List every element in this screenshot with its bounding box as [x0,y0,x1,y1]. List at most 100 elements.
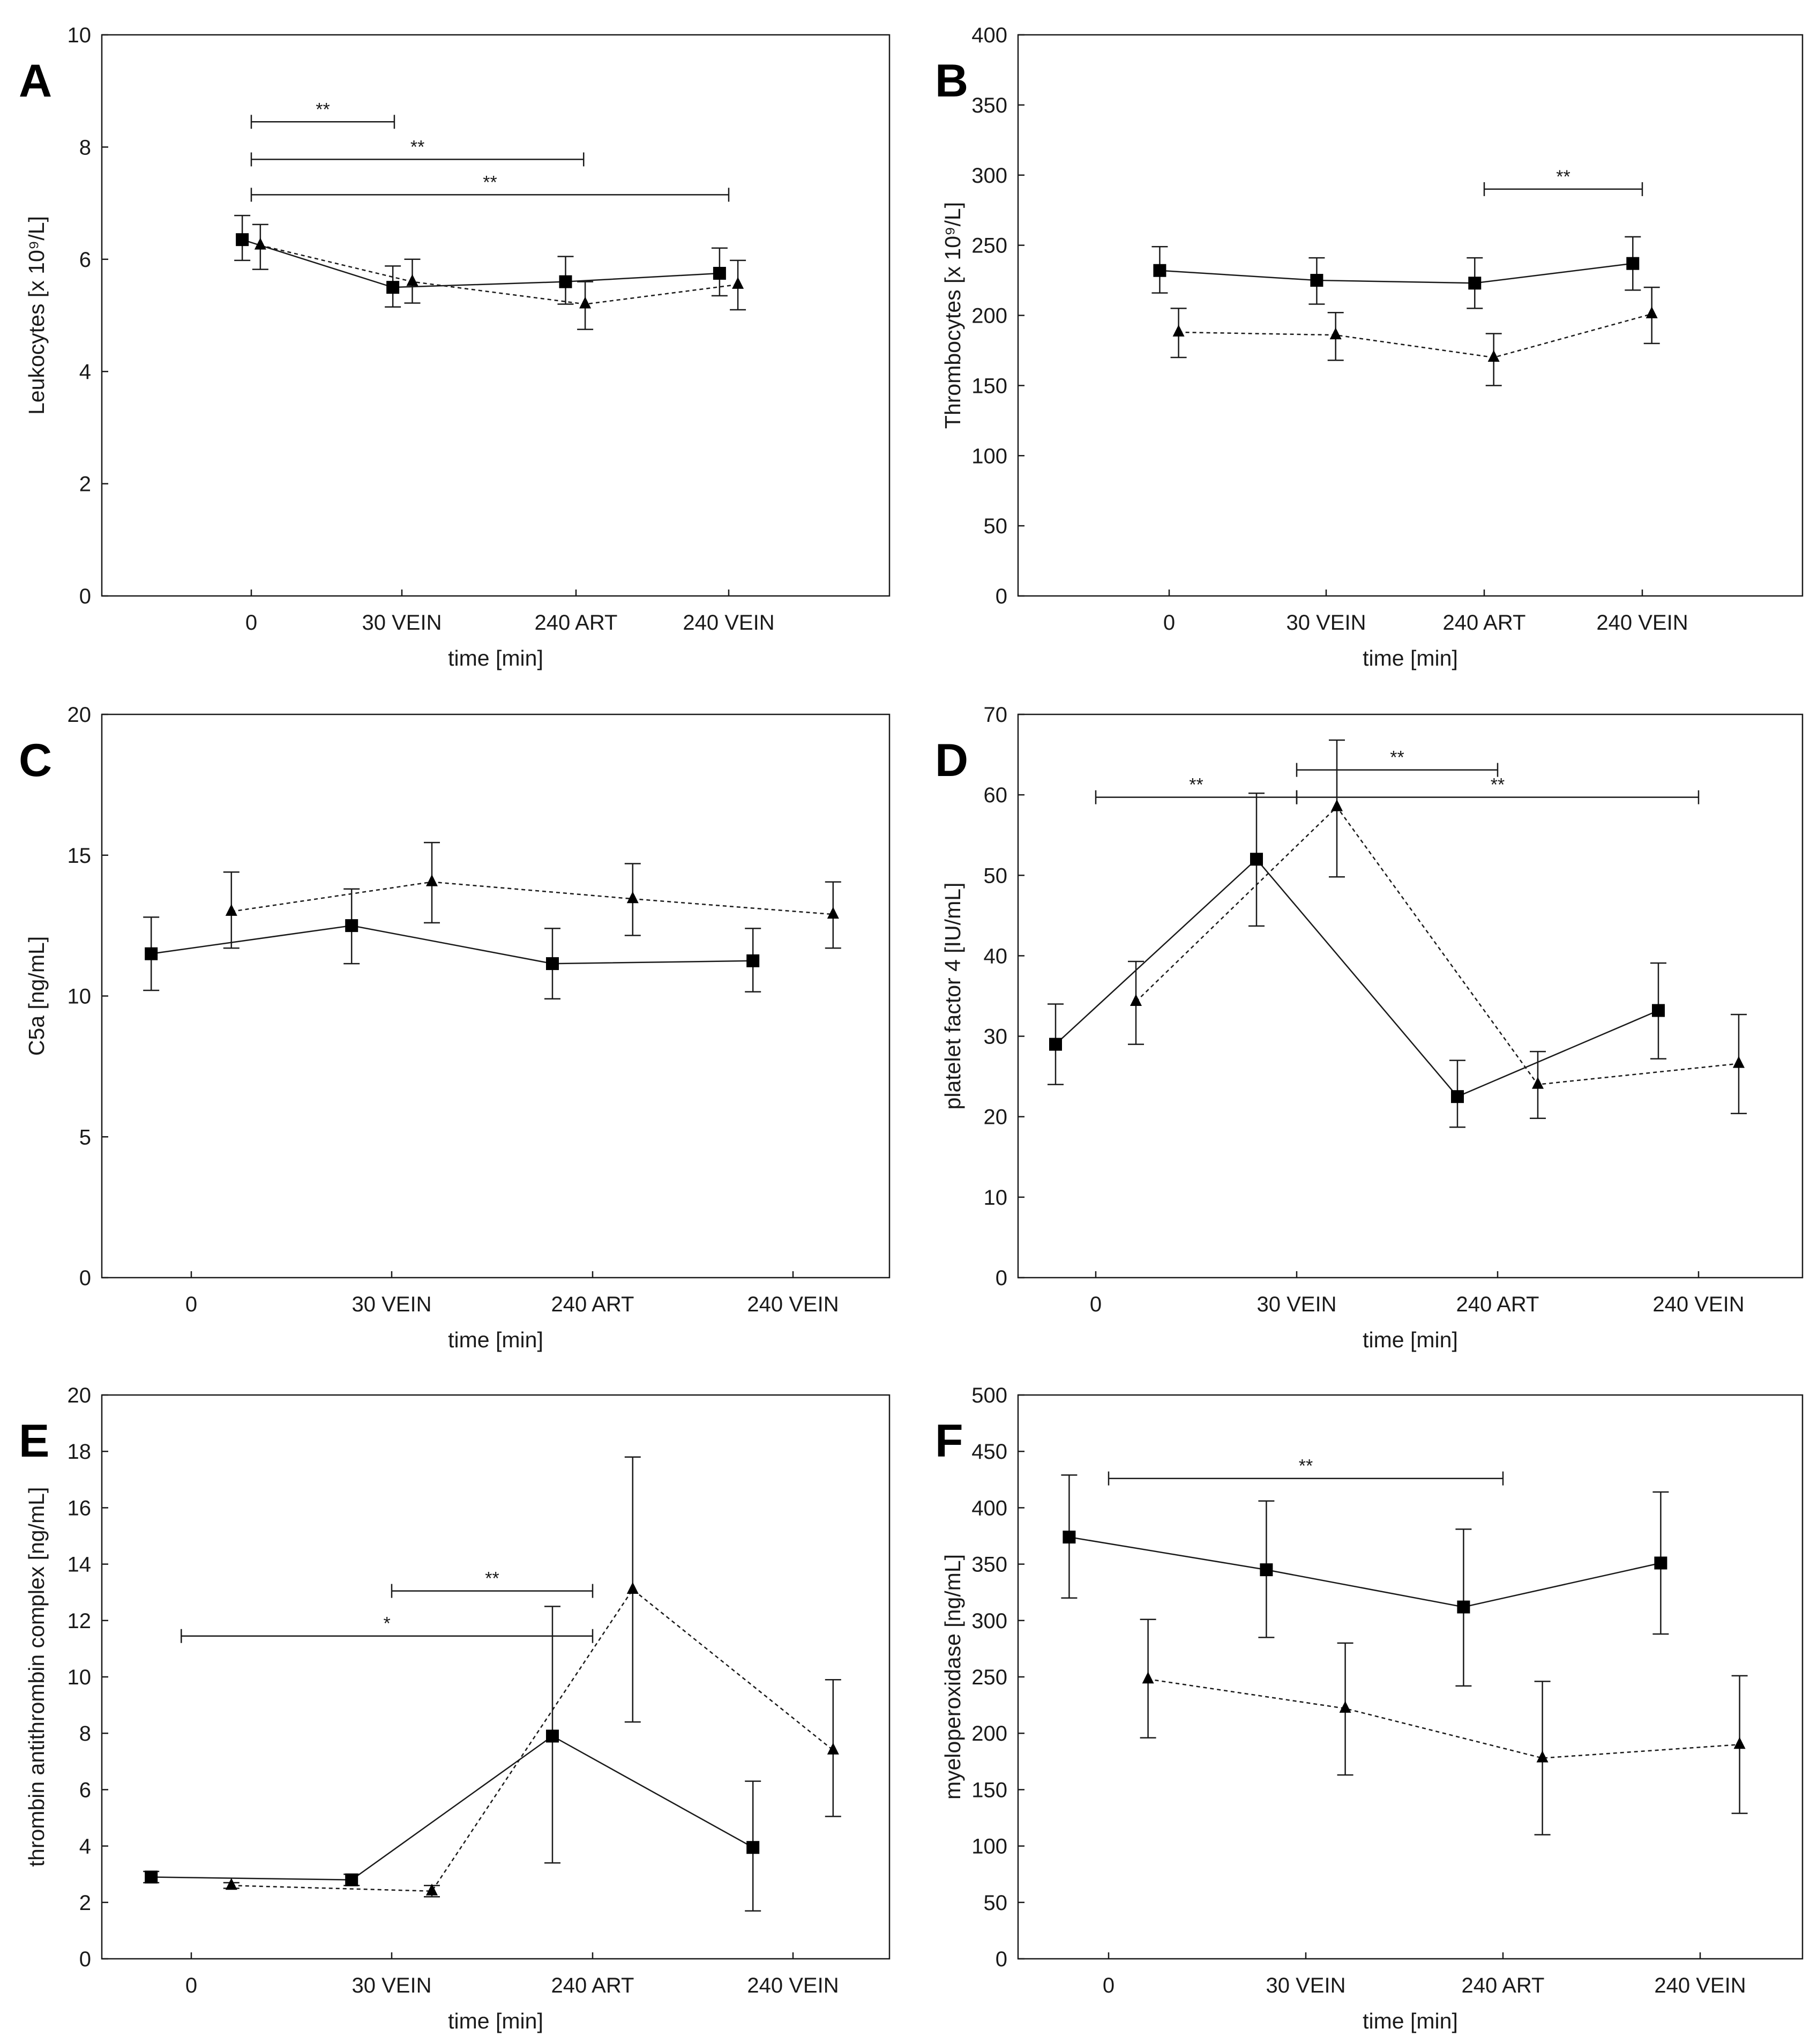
square-marker [746,954,760,967]
y-tick-label: 5 [79,1125,91,1149]
plot-frame [1017,34,1804,597]
panel-letter: F [935,1415,963,1467]
square-marker [1049,1038,1062,1051]
triangle-series-line [260,244,738,305]
y-tick-label: 350 [971,1553,1007,1577]
significance-label: ** [316,99,330,120]
square-marker [1250,853,1263,866]
panel-c: 0 5 10 15 20 0 30 VEIN 240 ART 240 VEIN time [min… [19,703,891,1352]
triangle-marker [1733,1737,1746,1749]
panel-d: 0 10 20 30 40 50 60 70 0 30 VEIN 240 ART 240 VEIN ti… [935,703,1804,1352]
square-series-line [151,924,753,965]
triangle-marker [1646,306,1658,318]
triangle-marker [827,1742,839,1755]
x-tick-label: 30 VEIN [352,1974,432,1997]
y-tick-label: 18 [68,1440,92,1464]
significance-label: ** [1299,1456,1313,1476]
x-tick-label: 240 VEIN [1596,611,1688,635]
x-tick-label: 240 ART [1462,1974,1545,1997]
panel-f: 0 50 100 150 200 250 300 350 400 450 500 0 30 VEIN 24… [935,1384,1804,2033]
panel-letter: A [19,55,52,107]
y-tick-label: 0 [79,1266,91,1290]
plot-frame [1017,713,1804,1279]
y-tick-label: 4 [79,1835,91,1859]
x-tick-label: 240 ART [1456,1293,1539,1316]
x-tick-label: 240 ART [535,611,618,635]
y-tick-label: 4 [79,360,91,384]
triangle-marker [1487,350,1500,362]
y-tick-label: 10 [68,985,92,1009]
y-tick-label: 40 [984,944,1008,968]
triangle-marker [1329,327,1342,340]
triangle-marker [626,1582,639,1594]
square-marker [386,281,400,294]
x-tick-label: 0 [1163,611,1175,635]
triangle-marker [1733,1056,1745,1068]
y-tick-label: 0 [996,1266,1007,1290]
x-tick-label: 30 VEIN [362,611,442,635]
square-series-line [242,238,720,288]
panel-letter: B [935,55,968,107]
y-tick-label: 15 [68,844,92,868]
triangle-series-line [231,881,833,915]
y-tick-label: 20 [984,1106,1008,1129]
panel-letter: C [19,735,52,786]
triangle-marker [406,274,418,286]
triangle-series-line [1178,313,1652,359]
y-tick-label: 400 [971,24,1007,47]
significance-label: ** [410,137,424,157]
triangle-marker [732,277,744,289]
x-tick-label: 240 VEIN [683,611,774,635]
square-marker [713,266,726,280]
x-tick-label: 30 VEIN [1257,1293,1337,1316]
y-axis-label: myeloperoxidase [ng/mL] [940,1554,965,1800]
triangle-marker [1532,1077,1544,1089]
x-tick-label: 240 VEIN [1654,1974,1746,1997]
square-series-line [151,1735,753,1881]
square-marker [746,1841,760,1854]
triangle-marker [626,891,639,904]
panel-a: 0 2 4 6 8 10 0 30 VEIN 240 ART 240 VEIN time [min]… [19,24,891,670]
y-axis-label: Thrombocytes [x 10⁹/L] [940,202,965,429]
square-marker [345,919,358,933]
square-marker [1260,1563,1273,1577]
y-tick-label: 200 [971,304,1007,328]
x-tick-label: 0 [185,1293,197,1316]
square-marker [1626,257,1640,270]
square-marker [145,947,158,960]
x-axis-label: time [min] [1363,646,1458,670]
y-tick-label: 60 [984,784,1008,807]
square-series-line [1069,1536,1661,1608]
y-tick-label: 300 [971,1609,1007,1633]
y-tick-label: 50 [984,1891,1008,1915]
x-axis-label: time [min] [448,646,543,670]
x-axis-label: time [min] [1363,1327,1458,1352]
square-marker [1468,277,1482,290]
x-tick-label: 30 VEIN [352,1293,432,1316]
y-tick-label: 70 [984,703,1008,727]
triangle-marker [426,874,438,886]
y-tick-label: 10 [984,1186,1008,1210]
y-axis-label: C5a [ng/mL] [24,936,49,1056]
x-tick-label: 240 VEIN [747,1293,839,1316]
y-tick-label: 100 [971,444,1007,468]
y-tick-label: 10 [68,1666,92,1689]
panel-letter: E [19,1415,49,1467]
significance-label: ** [1390,748,1404,768]
significance-label: ** [1556,167,1570,187]
square-marker [1654,1556,1667,1570]
square-marker [1457,1600,1470,1614]
y-tick-label: 8 [79,136,91,159]
x-tick-label: 240 VEIN [1652,1293,1744,1316]
y-tick-label: 50 [984,514,1008,538]
y-tick-label: 200 [971,1722,1007,1745]
panel-b: 0 50 100 150 200 250 300 350 400 0 30 VEIN 240 ART 2… [935,24,1804,670]
y-axis-label: platelet factor 4 [IU/mL] [940,883,965,1110]
x-tick-label: 30 VEIN [1287,611,1366,635]
triangle-marker [1172,324,1185,337]
y-tick-label: 20 [68,1384,92,1407]
triangle-series-line [231,1588,834,1892]
square-marker [1310,274,1323,287]
x-tick-label: 0 [1103,1974,1115,1997]
